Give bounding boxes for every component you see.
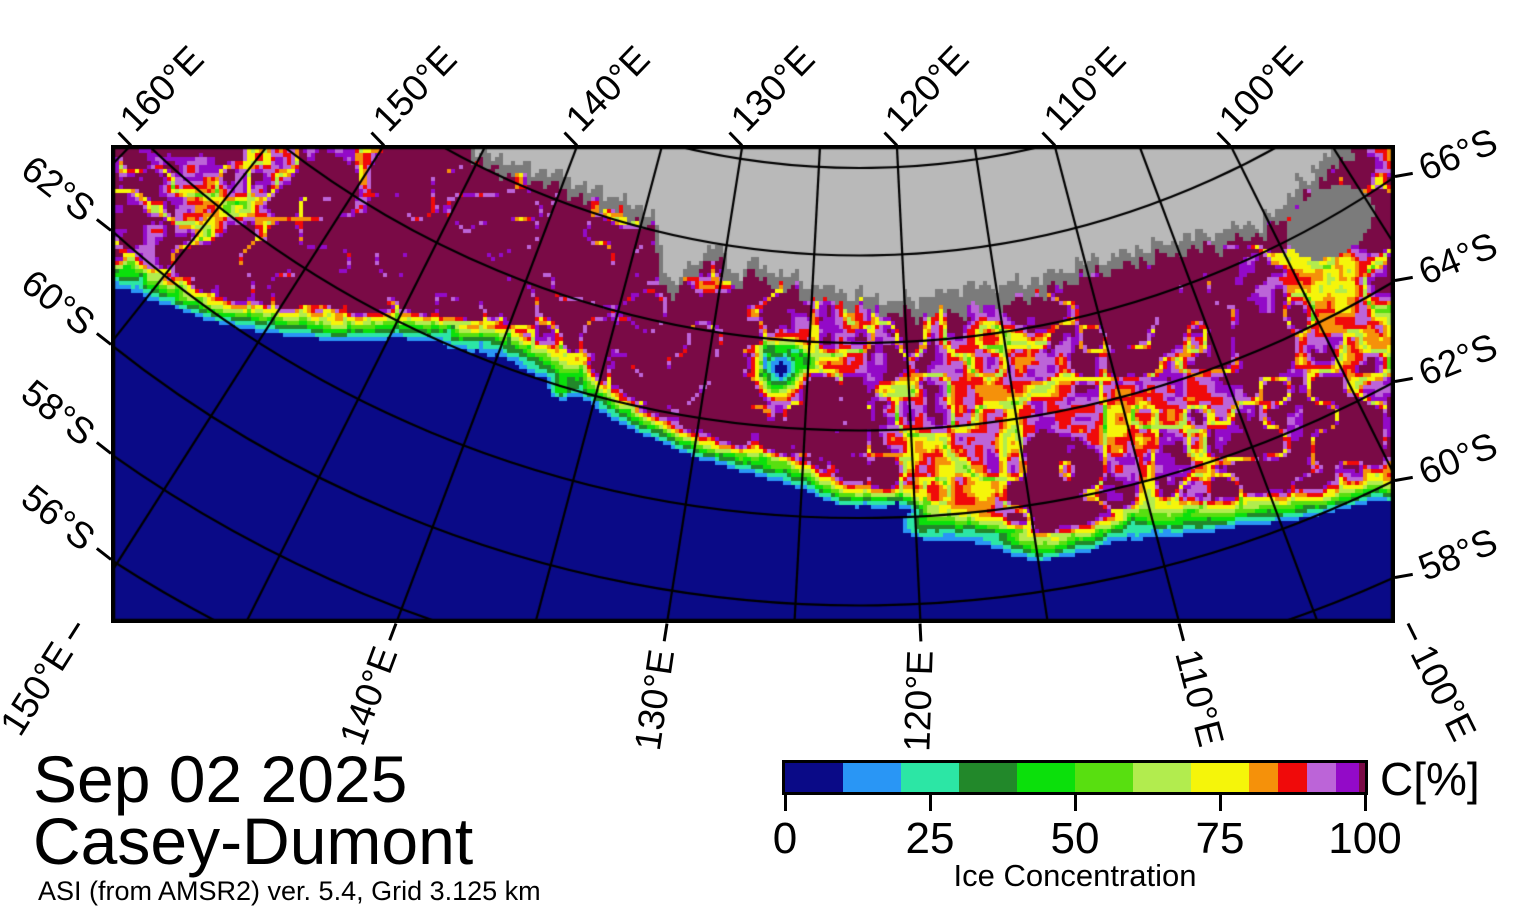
colorbar-tick-label-75: 75 (1195, 814, 1245, 863)
colorbar-unit-label: C[%] (1380, 753, 1480, 805)
colorbar-tick (1218, 795, 1222, 811)
axis-tick (1040, 131, 1056, 147)
top-axis-label-140E: 140°E (557, 38, 658, 140)
colorbar-segment (1133, 763, 1191, 792)
colorbar-tick-label-25: 25 (905, 814, 955, 863)
colorbar-tick-label-0: 0 (772, 814, 798, 863)
axis-tick (370, 131, 386, 147)
colorbar-tick-label-50: 50 (1050, 814, 1100, 863)
colorbar-segment (959, 763, 1017, 792)
colorbar-segment (1017, 763, 1075, 792)
axis-tick (95, 547, 112, 561)
top-axis-label-130E: 130°E (722, 38, 823, 140)
axis-tick (1394, 377, 1413, 384)
colorbar-segment (1075, 763, 1133, 792)
colorbar-tick (1073, 795, 1077, 811)
axis-tick (117, 131, 133, 147)
axis-tick (918, 622, 923, 642)
axis-tick (1394, 171, 1413, 179)
date-title: Sep 02 2025 (33, 742, 408, 816)
left-axis-label-62S: 62°S (14, 147, 103, 230)
top-axis-label-110E: 110°E (1035, 39, 1134, 139)
ice-map-canvas (111, 145, 1395, 623)
axis-tick (1177, 622, 1186, 641)
colorbar-segment (1249, 763, 1278, 792)
axis-tick (95, 217, 112, 232)
colorbar-segment (1336, 763, 1360, 792)
axis-tick (563, 131, 579, 147)
axis-tick (67, 622, 81, 639)
top-axis-label-100E: 100°E (1210, 38, 1311, 140)
colorbar-tick (783, 795, 787, 811)
left-axis-label-60S: 60°S (14, 261, 103, 344)
axis-tick (1394, 276, 1413, 283)
colorbar-segment (843, 763, 901, 792)
colorbar-tick (928, 795, 932, 811)
axis-tick (1394, 475, 1413, 482)
bottom-axis-label-120E: 120°E (896, 649, 941, 753)
bottom-axis-label-110E: 110°E (1167, 645, 1232, 752)
colorbar-tick-label-100: 100 (1328, 814, 1402, 863)
right-axis-label-64S: 64°S (1412, 224, 1503, 293)
axis-tick (388, 622, 398, 641)
axis-tick (1216, 131, 1232, 147)
source-caption: ASI (from AMSR2) ver. 5.4, Grid 3.125 km (38, 876, 541, 906)
bottom-axis-label-140E: 140°E (331, 641, 406, 751)
top-axis-label-150E: 150°E (364, 38, 465, 140)
axis-tick (883, 131, 898, 147)
axis-tick (728, 131, 744, 147)
bottom-axis-label-100E: 100°E (1402, 638, 1485, 748)
axis-tick (95, 441, 112, 456)
colorbar-tick (1363, 795, 1367, 811)
axis-tick (662, 622, 669, 642)
axis-tick (1406, 622, 1418, 640)
right-axis-label-60S: 60°S (1412, 423, 1503, 493)
colorbar-segment (1359, 763, 1365, 792)
bottom-axis-label-130E: 130°E (627, 646, 683, 754)
axis-tick (1394, 572, 1413, 579)
colorbar-segment (1307, 763, 1336, 792)
region-title: Casey-Dumont (33, 804, 474, 878)
colorbar-segment (901, 763, 959, 792)
colorbar (782, 760, 1368, 795)
left-axis-label-58S: 58°S (14, 371, 103, 454)
right-axis-label-58S: 58°S (1412, 520, 1503, 590)
right-axis-label-66S: 66°S (1412, 120, 1503, 189)
colorbar-axis-label: Ice Concentration (953, 858, 1197, 893)
colorbar-segment (785, 763, 843, 792)
top-axis-label-160E: 160°E (111, 38, 212, 140)
colorbar-segment (1278, 763, 1307, 792)
axis-tick (95, 332, 112, 346)
bottom-axis-label-150E: 150°E (0, 634, 81, 743)
left-axis-label-56S: 56°S (14, 476, 103, 559)
top-axis-label-120E: 120°E (876, 38, 977, 140)
colorbar-segment (1191, 763, 1249, 792)
right-axis-label-62S: 62°S (1412, 325, 1503, 394)
